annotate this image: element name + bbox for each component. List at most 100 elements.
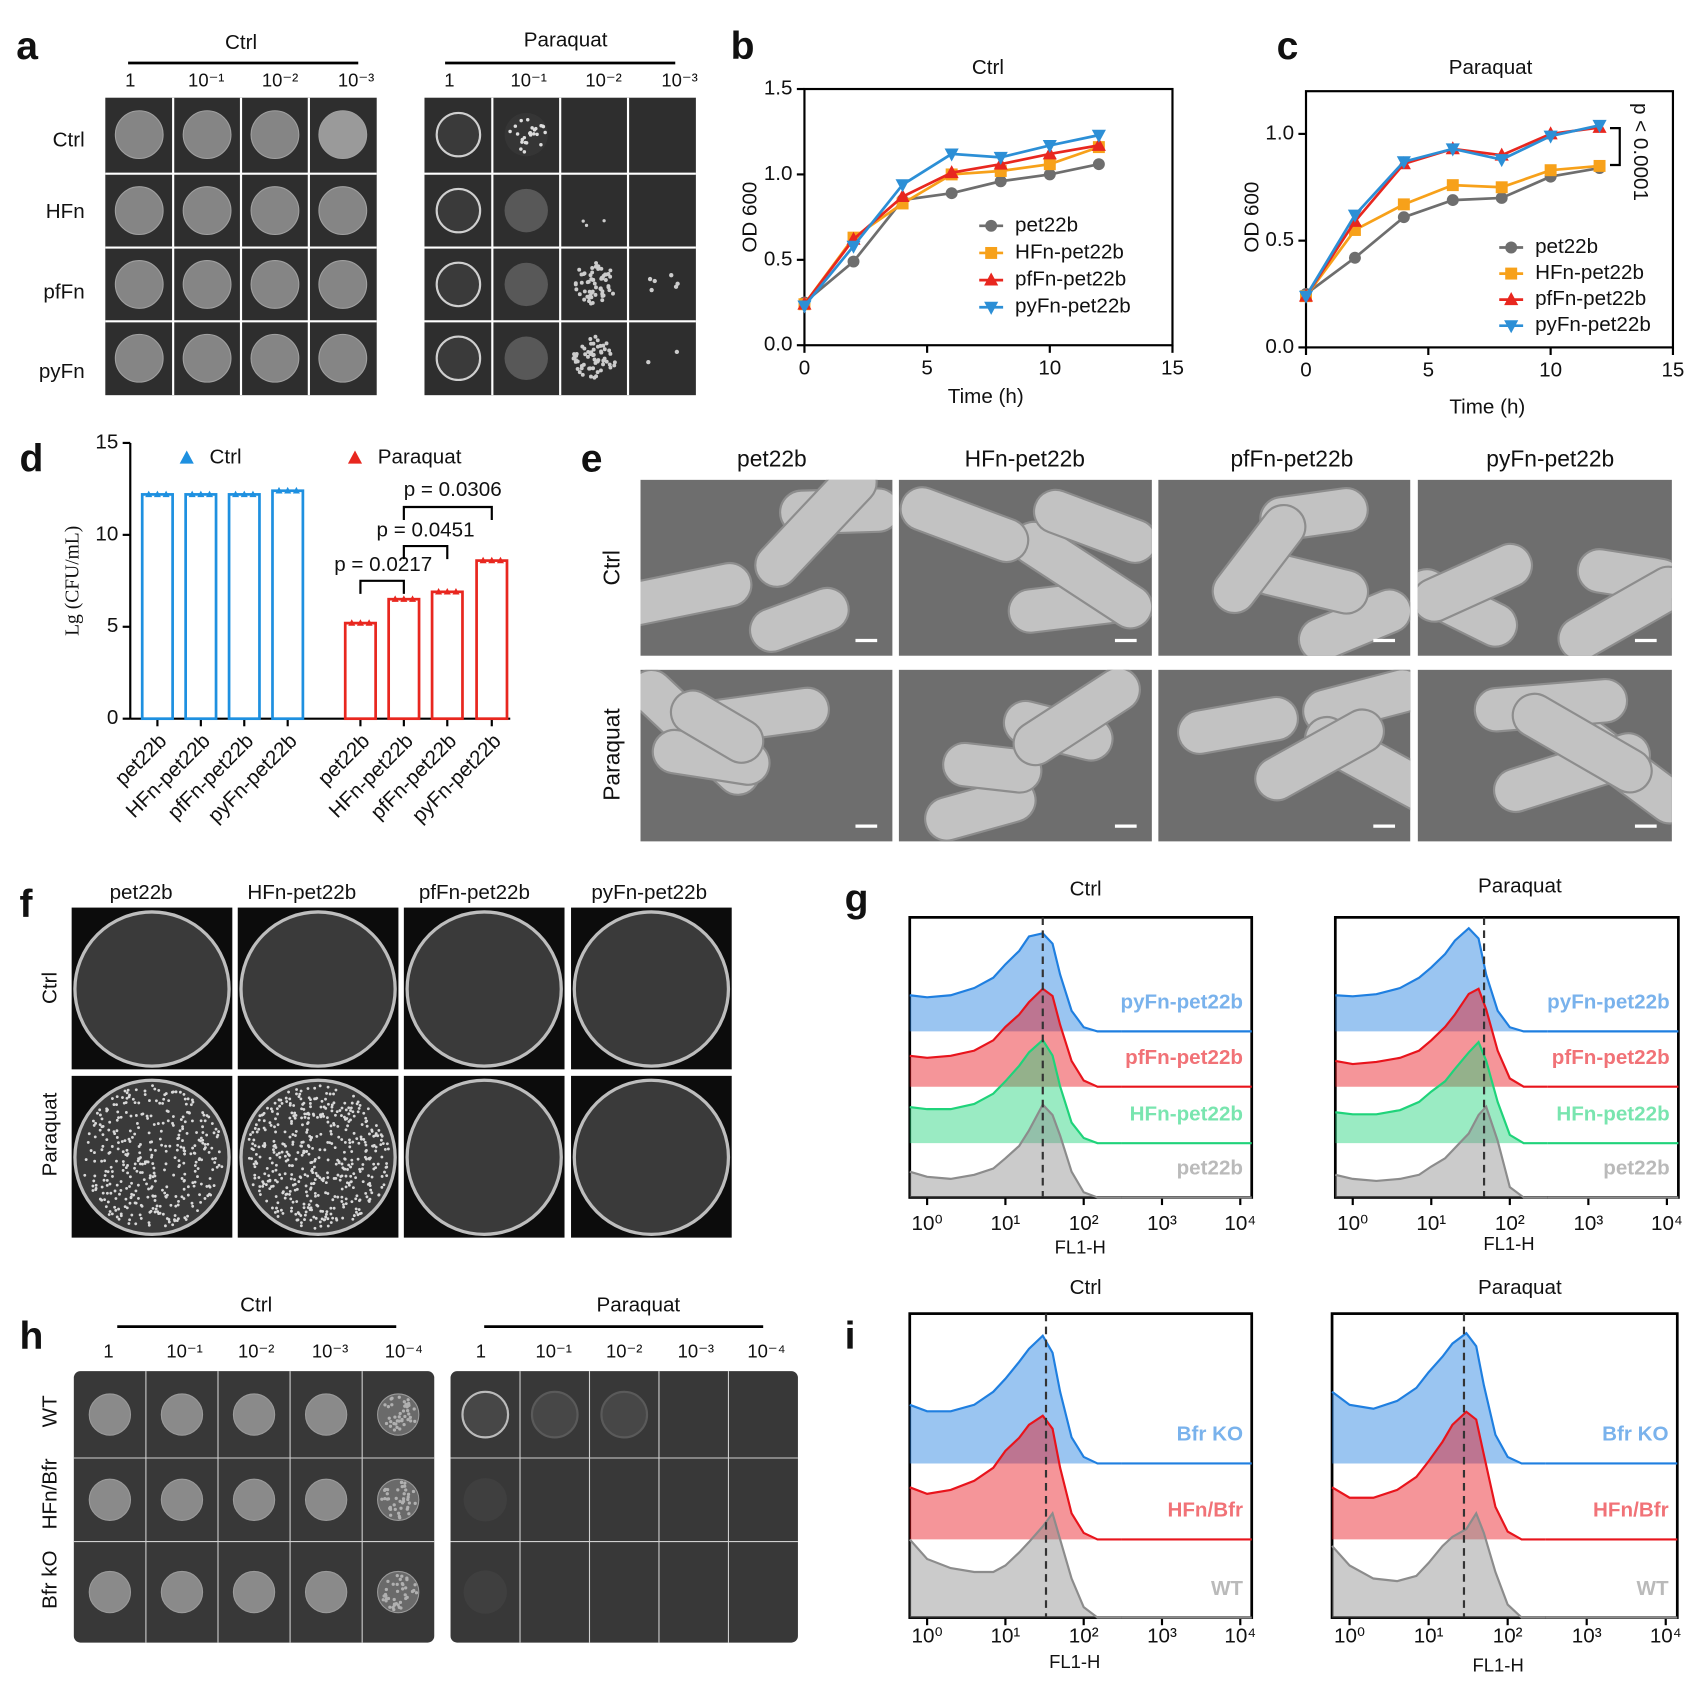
ridge-fill [1335,988,1548,1087]
colony [291,1164,294,1168]
colony [413,1583,417,1587]
colony [250,1157,254,1161]
colony [388,1605,392,1609]
data-point [1347,209,1362,223]
colony [322,1176,326,1180]
colony [399,1480,404,1485]
colony [252,1148,255,1152]
legend-label: pet22b [1535,235,1598,258]
colony [157,1089,161,1092]
bar-dot [205,490,214,498]
colony [388,1424,393,1428]
colony [288,1164,291,1167]
colony [301,1167,305,1171]
colony [328,1092,332,1096]
spot [530,1390,579,1439]
colony [288,1116,292,1120]
sem-cells [1417,542,1672,656]
colony [403,1481,407,1485]
colony [380,1497,384,1501]
x-tick-label: 10 [1038,357,1061,380]
colony [190,1201,194,1205]
colony [325,1210,329,1214]
colony [326,1224,330,1228]
spot [435,111,482,158]
colony [601,343,606,348]
colony [252,1162,256,1166]
x-tick-label: 5 [921,357,932,380]
colony [127,1222,131,1225]
data-point [1494,154,1509,168]
colony [153,1087,157,1091]
colony [333,1146,337,1150]
ridge-line [909,1102,1122,1199]
x-tick-label: 0 [1300,359,1311,382]
colony [302,1149,306,1153]
colony [352,1094,355,1098]
colony [113,1132,117,1136]
colony [276,1215,280,1218]
spot [304,1478,348,1521]
colony [281,1211,285,1215]
colony [182,1179,186,1183]
colony [520,137,525,142]
colony [341,1216,345,1220]
colony [312,1182,315,1186]
colony [377,1193,381,1197]
legend-label: WT [1211,1577,1243,1600]
ridge-fill [1335,1106,1548,1198]
bacterium [1511,692,1653,794]
colony [590,277,595,282]
colony [407,1412,411,1416]
colony [161,1188,164,1192]
data-point [896,197,909,210]
colony [608,365,613,370]
colony [206,1142,210,1146]
colony [211,1168,215,1172]
colony [176,1203,180,1207]
colony [125,1091,129,1095]
colony [407,1401,411,1406]
colony [333,1195,337,1198]
colony [325,1091,328,1095]
data-point [895,189,910,203]
bar [227,493,261,721]
colony [366,1107,370,1111]
colony [334,1162,338,1166]
colony [207,1150,211,1154]
colony [186,1097,190,1101]
colony [295,1092,298,1096]
colony [291,1142,295,1146]
colony [255,1162,259,1165]
x-tick-label: 10¹ [1414,1625,1444,1648]
colony [255,1130,259,1134]
colony [607,362,612,367]
spot [463,1570,507,1614]
colony [296,1151,300,1154]
colony [543,130,547,135]
colony [151,1162,155,1165]
plate [405,1078,563,1236]
x-tick-label: 10⁴ [1650,1625,1682,1648]
colony [196,1209,199,1213]
colony [108,1120,112,1124]
colony [153,1194,157,1198]
bacterium [754,479,878,588]
colony [295,1187,299,1191]
colony [357,1208,361,1211]
row-label: Bfr kO [38,1550,61,1608]
colony [392,1503,396,1507]
colony [349,1165,352,1169]
colony [265,1199,269,1203]
colony [189,1103,193,1107]
x-tick-label: 0 [799,357,810,380]
colony [340,1200,344,1203]
colony [592,281,597,286]
data-point [1397,198,1410,211]
sem-cells [1176,669,1411,815]
plot-frame [1333,916,1680,1199]
colony [141,1112,145,1116]
x-axis-label: FL1-H [1049,1651,1100,1672]
colony [391,1582,395,1586]
annotation: p = 0.0451 [377,518,475,541]
